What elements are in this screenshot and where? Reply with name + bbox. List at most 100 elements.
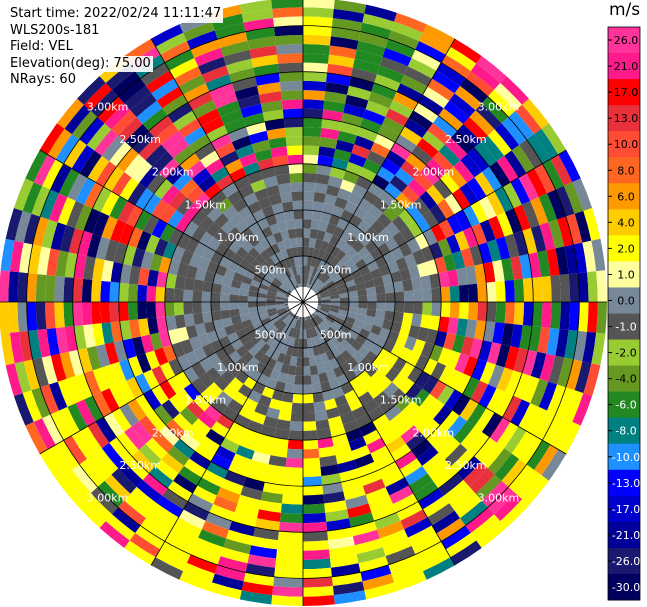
velocity-gate	[332, 581, 365, 596]
velocity-gate	[411, 438, 433, 459]
velocity-gate	[220, 478, 244, 495]
velocity-gate	[329, 290, 340, 297]
velocity-gate	[337, 459, 358, 474]
velocity-gate	[207, 382, 223, 398]
velocity-gate	[449, 486, 476, 511]
velocity-gate	[197, 477, 221, 496]
velocity-gate	[433, 404, 453, 426]
velocity-gate	[293, 384, 303, 395]
velocity-gate	[210, 421, 230, 438]
velocity-gate	[572, 393, 593, 426]
velocity-gate	[124, 493, 152, 519]
velocity-gate	[378, 190, 396, 207]
velocity-gate	[255, 325, 266, 335]
velocity-gate	[541, 449, 567, 481]
velocity-gate	[294, 375, 303, 385]
velocity-gate	[331, 572, 363, 587]
velocity-gate	[364, 279, 376, 289]
velocity-gate	[583, 363, 601, 396]
velocity-gate	[345, 428, 363, 443]
velocity-gate	[303, 595, 335, 606]
velocity-gate	[355, 313, 367, 322]
velocity-gate	[248, 130, 269, 145]
velocity-gate	[138, 443, 162, 467]
velocity-gate	[374, 133, 396, 151]
velocity-gate	[273, 576, 303, 588]
velocity-gate	[146, 410, 167, 432]
range-ring-label: 500m	[255, 263, 287, 276]
velocity-gate	[303, 457, 321, 468]
velocity-gate	[500, 499, 529, 528]
velocity-gate	[215, 327, 228, 340]
velocity-gate	[271, 595, 303, 606]
velocity-gate	[481, 412, 503, 438]
velocity-gate	[358, 265, 371, 276]
velocity-gate	[124, 426, 146, 450]
velocity-gate	[481, 166, 503, 192]
velocity-gate	[103, 412, 125, 438]
velocity-gate	[443, 253, 457, 272]
velocity-gate	[398, 209, 415, 227]
velocity-gate	[412, 302, 423, 315]
velocity-gate	[95, 236, 111, 260]
velocity-gate	[420, 419, 440, 439]
velocity-gate	[318, 220, 329, 232]
velocity-gate	[183, 21, 215, 42]
velocity-gate	[210, 302, 221, 312]
velocity-gate	[136, 479, 163, 504]
velocity-gate	[270, 446, 288, 458]
velocity-gate	[239, 153, 258, 168]
velocity-gate	[326, 339, 336, 350]
velocity-gate	[243, 161, 261, 176]
velocity-gate	[303, 108, 324, 119]
velocity-gate	[248, 306, 258, 314]
velocity-gate	[328, 54, 355, 68]
velocity-gate	[194, 47, 224, 67]
velocity-gate	[333, 442, 352, 456]
velocity-gate	[178, 509, 206, 530]
velocity-gate	[412, 339, 426, 355]
velocity-gate	[431, 287, 442, 302]
velocity-gate	[276, 240, 286, 252]
velocity-gate	[200, 436, 221, 454]
velocity-gate	[327, 415, 343, 429]
velocity-gate	[126, 205, 144, 228]
velocity-gate	[321, 341, 331, 353]
velocity-gate	[312, 278, 320, 288]
velocity-gate	[165, 315, 177, 331]
velocity-gate	[384, 237, 399, 252]
velocity-gate	[94, 129, 119, 156]
velocity-gate	[5, 363, 23, 396]
velocity-gate	[392, 357, 407, 373]
velocity-gate	[58, 406, 80, 436]
velocity-gate	[229, 302, 239, 310]
velocity-gate	[79, 150, 102, 178]
velocity-gate	[229, 377, 244, 392]
velocity-gate	[427, 459, 451, 481]
velocity-gate	[303, 80, 327, 92]
velocity-gate	[359, 421, 377, 437]
velocity-gate	[287, 154, 303, 165]
velocity-gate	[234, 503, 259, 519]
velocity-gate	[413, 102, 439, 124]
velocity-gate	[466, 177, 487, 201]
velocity-gate	[173, 473, 198, 494]
velocity-gate	[303, 329, 307, 339]
velocity-gate	[345, 279, 356, 288]
velocity-gate	[316, 283, 326, 292]
velocity-gate	[254, 402, 269, 416]
velocity-gate	[275, 331, 285, 342]
velocity-gate	[185, 264, 198, 280]
velocity-gate	[288, 337, 296, 348]
velocity-gate	[166, 419, 186, 439]
velocity-gate	[252, 320, 264, 330]
velocity-gate	[445, 46, 477, 71]
velocity-gate	[312, 316, 320, 326]
velocity-gate	[416, 326, 430, 342]
velocity-gate	[260, 424, 277, 438]
velocity-gate	[213, 228, 228, 243]
velocity-gate	[271, 202, 284, 215]
velocity-gate	[414, 354, 430, 372]
velocity-gate	[299, 265, 303, 275]
velocity-gate	[57, 197, 76, 226]
